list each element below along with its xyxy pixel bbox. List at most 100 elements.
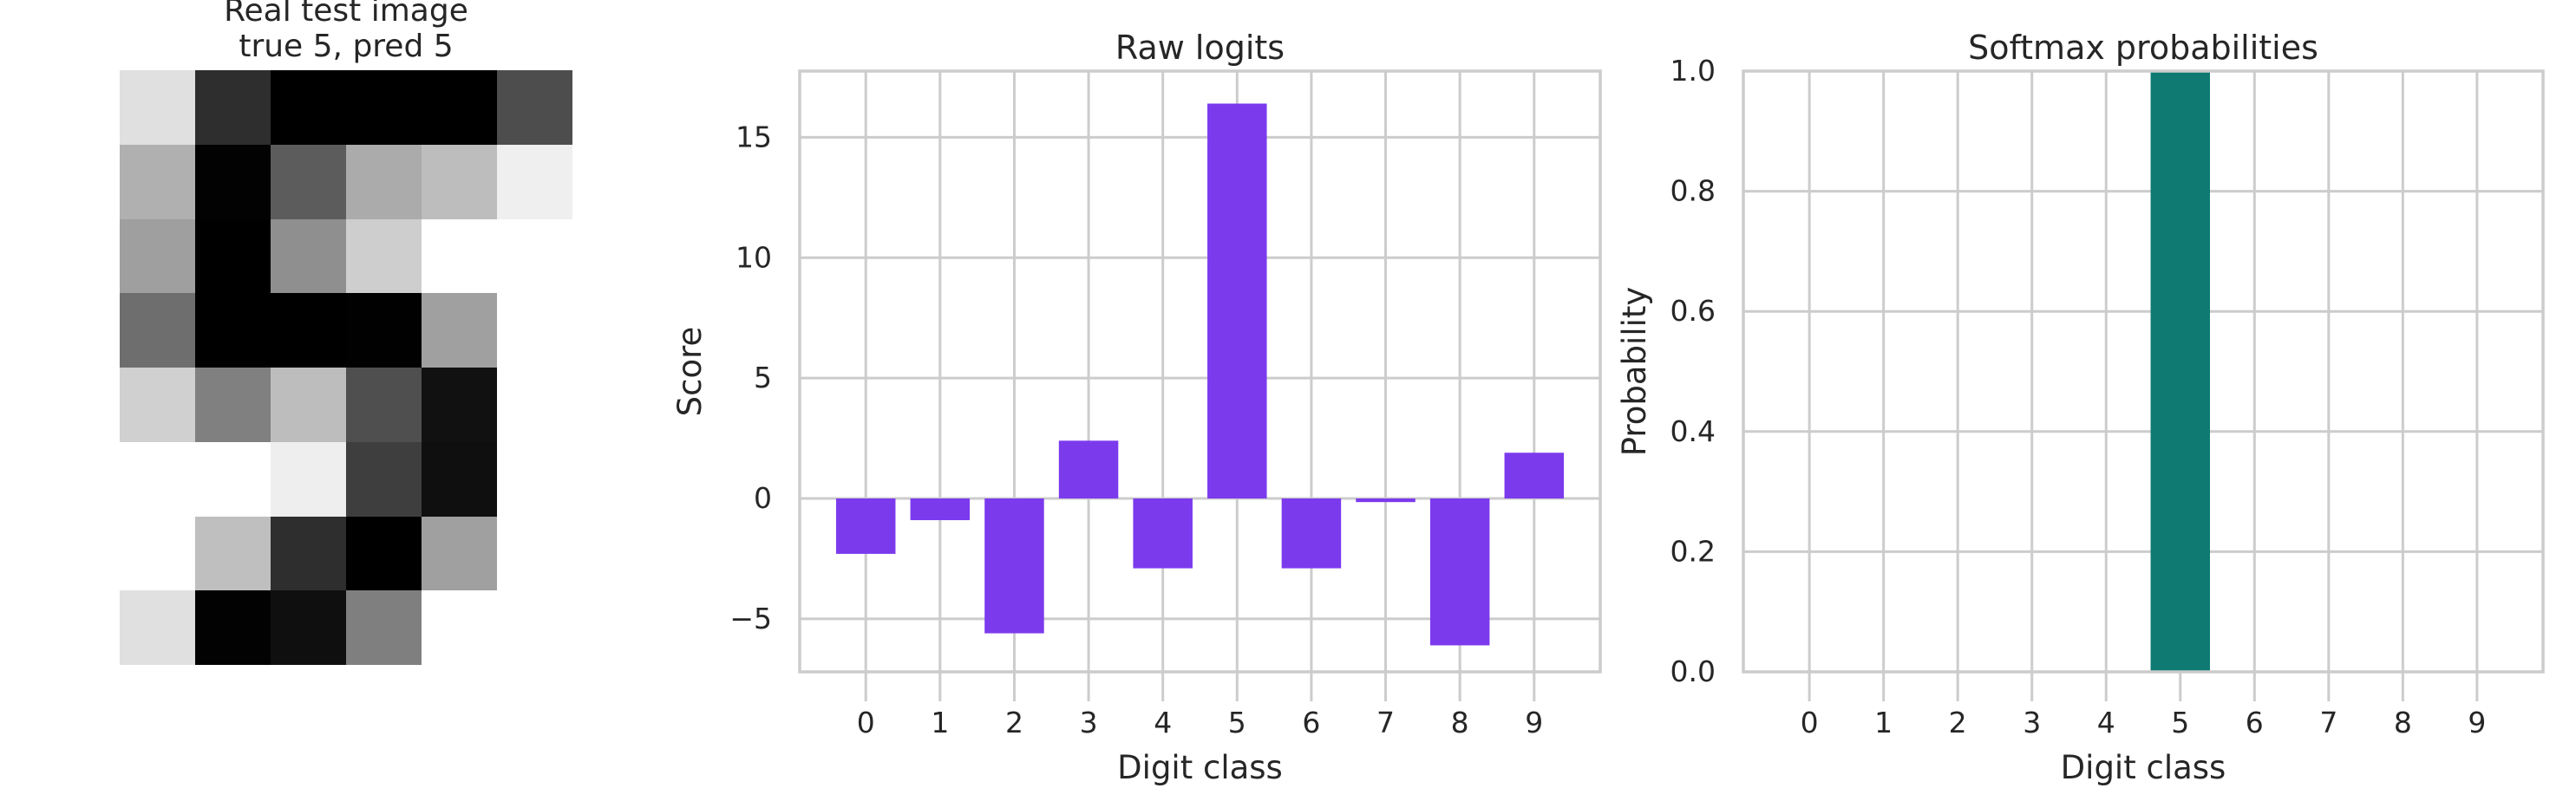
plot-border <box>1742 69 2545 674</box>
digit-pixel-r5c3 <box>346 441 422 517</box>
x-tick-label-8: 8 <box>2394 706 2412 739</box>
y-tick-label-0.4: 0.4 <box>1670 414 1716 448</box>
y-tick-label-0.6: 0.6 <box>1670 294 1716 328</box>
bar-digit-9 <box>1504 453 1565 499</box>
digit-pixel-r0c3 <box>346 70 422 145</box>
x-tick-label-5: 5 <box>2171 706 2189 739</box>
digit-pixel-r6c5 <box>497 516 572 591</box>
digit-pixel-r4c1 <box>195 368 271 442</box>
digit-pixel-r1c4 <box>422 144 497 219</box>
digit-pixel-r0c1 <box>195 70 271 145</box>
digit-pixel-r4c5 <box>497 368 572 442</box>
digit-pixel-r1c1 <box>195 144 271 219</box>
y-tick-label-1.0: 1.0 <box>1670 54 1716 88</box>
digit-pixel-r7c0 <box>120 590 195 665</box>
x-tick-label-6: 6 <box>1302 706 1320 739</box>
digit-pixel-r7c1 <box>195 590 271 665</box>
digit-pixel-r1c3 <box>346 144 422 219</box>
digit-pixel-r3c4 <box>422 293 497 368</box>
x-tick-label-1: 1 <box>1874 706 1893 739</box>
y-tick-label-5: 5 <box>754 361 772 394</box>
digit-pixel-r4c4 <box>422 368 497 442</box>
digit-pixel-r6c2 <box>271 516 346 591</box>
digit-pixel-r5c4 <box>422 441 497 517</box>
digit-pixel-r3c2 <box>271 293 346 368</box>
digit-pixel-r2c0 <box>120 218 195 294</box>
digit-pixel-r5c2 <box>271 441 346 517</box>
digit-pixel-r2c3 <box>346 218 422 294</box>
x-tick-label-9: 9 <box>1525 706 1543 739</box>
digit-pixel-r0c4 <box>422 70 497 145</box>
x-tick-label-6: 6 <box>2246 706 2264 739</box>
digit-pixel-r6c3 <box>346 516 422 591</box>
digit-pixel-r1c0 <box>120 144 195 219</box>
chart-title: Raw logits <box>1115 29 1285 67</box>
digit-pixel-r1c2 <box>271 144 346 219</box>
bar-digit-8 <box>1429 498 1490 646</box>
bar-digit-4 <box>1133 498 1193 569</box>
digit-pixel-r1c5 <box>497 144 572 219</box>
digit-pixel-r6c0 <box>120 516 195 591</box>
chart-title: Softmax probabilities <box>1968 29 2318 67</box>
x-tick-label-7: 7 <box>1376 706 1395 739</box>
bar-digit-2 <box>984 498 1044 634</box>
y-tick-label-0: 0 <box>754 481 772 515</box>
digit-pixel-r3c3 <box>346 293 422 368</box>
digit-pixel-r3c0 <box>120 293 195 368</box>
y-tick-label-15: 15 <box>736 120 772 153</box>
digit-pixel-r0c2 <box>271 70 346 145</box>
digit-pixel-r4c0 <box>120 368 195 442</box>
bar-digit-1 <box>910 498 971 521</box>
bar-digit-5 <box>2150 71 2210 672</box>
digit-pixel-r7c5 <box>497 590 572 665</box>
digit-pixel-r7c2 <box>271 590 346 665</box>
digit-image-title: Real test image true 5, pred 5 <box>120 0 572 64</box>
y-axis-label: Score <box>671 327 709 417</box>
digit-pixel-r2c4 <box>422 218 497 294</box>
digit-pixel-r6c4 <box>422 516 497 591</box>
digit-pixel-r2c5 <box>497 218 572 294</box>
y-tick-label-−5: −5 <box>729 602 772 635</box>
x-axis-label: Digit class <box>1117 749 1283 786</box>
x-tick-label-7: 7 <box>2319 706 2337 739</box>
digit-pixel-r3c1 <box>195 293 271 368</box>
digit-pixel-r7c4 <box>422 590 497 665</box>
digit-pixel-r2c1 <box>195 218 271 294</box>
digit-pixel-r3c5 <box>497 293 572 368</box>
digit-image-title-line1: Real test image <box>224 0 468 29</box>
y-tick-label-0.0: 0.0 <box>1670 654 1716 688</box>
x-tick-label-8: 8 <box>1451 706 1469 739</box>
digit-pixel-r5c1 <box>195 441 271 517</box>
x-tick-label-0: 0 <box>1801 706 1819 739</box>
x-tick-label-0: 0 <box>857 706 875 739</box>
digit-pixel-r5c5 <box>497 441 572 517</box>
digit-image-title-line2: true 5, pred 5 <box>239 29 454 64</box>
bar-digit-0 <box>835 498 896 554</box>
digit-pixel-r2c2 <box>271 218 346 294</box>
x-tick-label-9: 9 <box>2468 706 2486 739</box>
digit-pixel-r0c0 <box>120 70 195 145</box>
x-tick-label-4: 4 <box>2097 706 2115 739</box>
plot-border <box>798 69 1602 674</box>
bar-digit-5 <box>1207 103 1267 499</box>
x-tick-label-1: 1 <box>931 706 949 739</box>
y-tick-label-0.8: 0.8 <box>1670 174 1716 208</box>
x-tick-label-2: 2 <box>1005 706 1023 739</box>
digit-pixel-r0c5 <box>497 70 572 145</box>
x-tick-label-3: 3 <box>2023 706 2041 739</box>
digit-pixel-r4c3 <box>346 368 422 442</box>
x-tick-label-4: 4 <box>1154 706 1172 739</box>
digit-pixel-r5c0 <box>120 441 195 517</box>
x-tick-label-5: 5 <box>1228 706 1246 739</box>
x-axis-label: Digit class <box>2061 749 2226 786</box>
bar-digit-7 <box>1356 498 1415 503</box>
x-tick-label-2: 2 <box>1949 706 1967 739</box>
y-axis-label: Probability <box>1616 287 1653 457</box>
y-tick-label-10: 10 <box>736 240 772 274</box>
digit-image <box>120 70 572 665</box>
bar-digit-6 <box>1281 498 1342 569</box>
digit-pixel-r4c2 <box>271 368 346 442</box>
bar-digit-3 <box>1058 440 1119 499</box>
